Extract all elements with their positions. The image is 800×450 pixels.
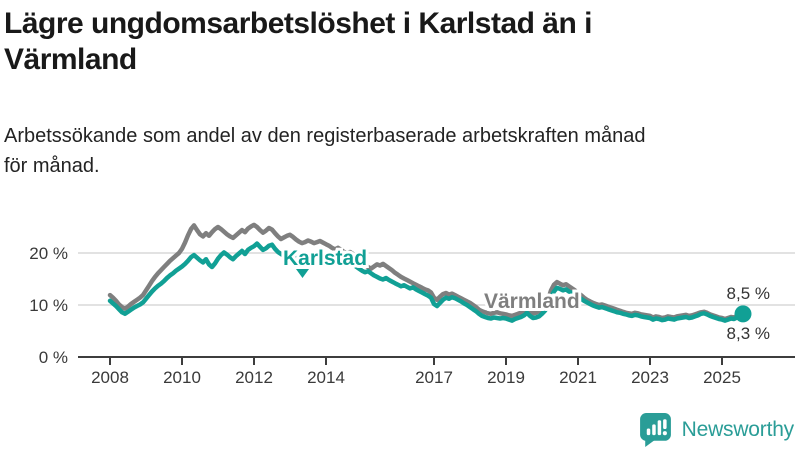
x-axis-label: 2014 — [307, 368, 345, 387]
x-axis-label: 2010 — [163, 368, 201, 387]
y-axis-label: 0 % — [39, 348, 68, 367]
series-label-karlstad: Karlstad — [283, 247, 367, 270]
x-axis-label: 2008 — [91, 368, 129, 387]
series-line-karlstad — [107, 241, 746, 323]
chart-subtitle: Arbetssökande som andel av den registerb… — [4, 121, 796, 181]
line-chart: 0 % 10 % 20 % 2008 2010 2012 2014 2017 2019 2021 2… — [0, 185, 800, 400]
x-axis-label: 2021 — [559, 368, 597, 387]
y-axis-label: 20 % — [29, 244, 68, 263]
newsworthy-logo[interactable]: Newsworthy — [637, 411, 794, 448]
chart-svg: 0 % 10 % 20 % 2008 2010 2012 2014 2017 2019 2021 2… — [29, 222, 795, 387]
karlstad-pointer-triangle — [296, 269, 309, 278]
x-axis-label: 2017 — [415, 368, 453, 387]
title-line-2: Värmland — [4, 43, 137, 76]
page-title: Lägre ungdomsarbetslöshet i Karlstad än … — [4, 6, 796, 78]
x-axis-label: 2023 — [631, 368, 669, 387]
title-line-1: Lägre ungdomsarbetslöshet i Karlstad än … — [4, 7, 592, 40]
x-axis-label: 2012 — [235, 368, 273, 387]
subtitle-line-2: för månad. — [4, 155, 100, 177]
subtitle-line-1: Arbetssökande som andel av den registerb… — [4, 125, 646, 147]
end-value-label-varmland: 8,5 % — [727, 284, 770, 303]
bar-chart-speech-bubble-icon — [639, 413, 671, 447]
series-end-dot — [734, 305, 752, 323]
x-axis-label: 2019 — [487, 368, 525, 387]
logo-text: Newsworthy — [681, 417, 795, 441]
x-axis-label: 2025 — [703, 368, 741, 387]
series-label-värmland: Värmland — [484, 290, 580, 313]
end-value-label-karlstad: 8,3 % — [727, 324, 770, 343]
y-axis-label: 10 % — [29, 296, 68, 315]
